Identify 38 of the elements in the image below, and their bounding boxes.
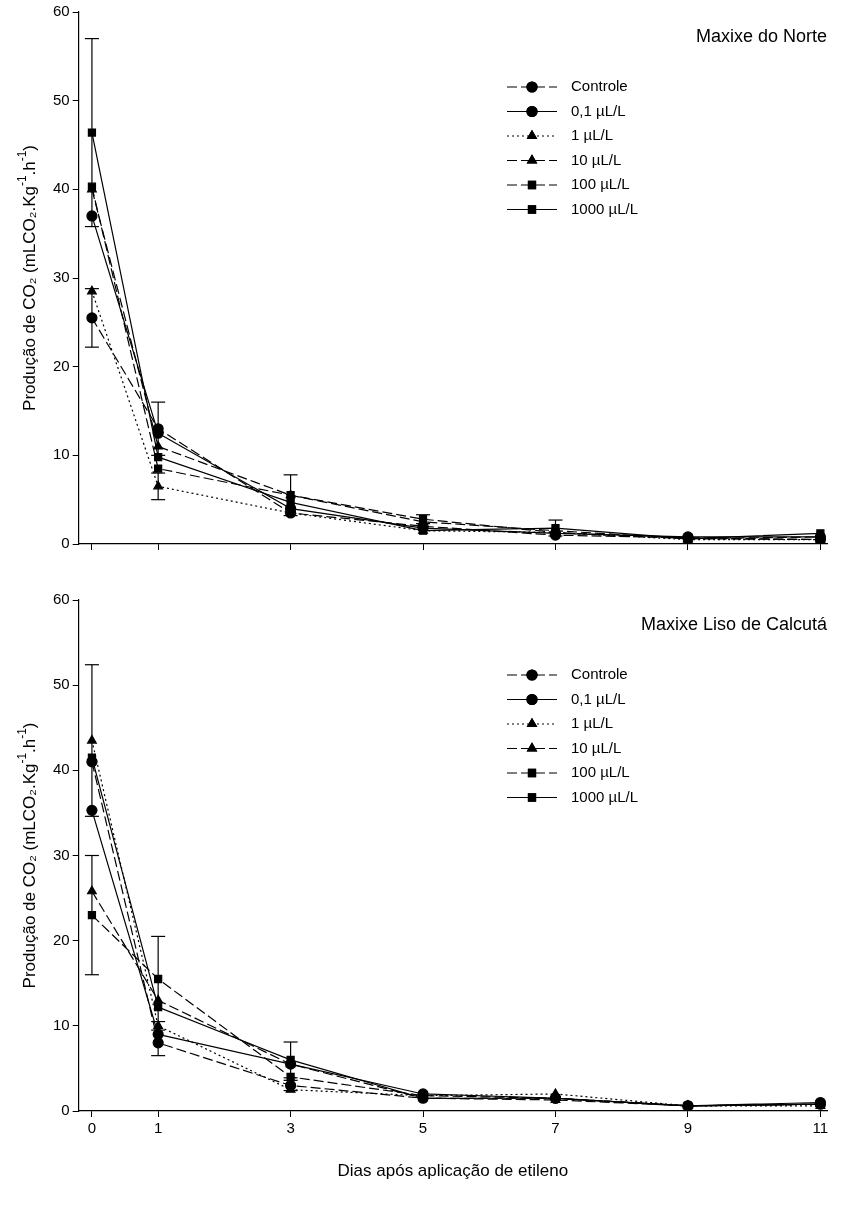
legend-label: 1 µL/L (571, 126, 614, 144)
x-tick-label: 5 (418, 1119, 428, 1137)
y-tick-label: 60 (53, 2, 70, 20)
x-tick-label: 0 (87, 1119, 97, 1137)
y-tick-label: 0 (61, 1101, 70, 1119)
y-axis-title: Produção de CO₂ (mLCO₂.Kg-1.h-1) (15, 145, 39, 411)
x-tick-label: 1 (153, 1119, 163, 1137)
y-tick-label: 20 (53, 356, 70, 374)
legend-label: 10 µL/L (571, 738, 622, 756)
y-tick-label: 40 (53, 760, 70, 778)
y-tick-label: 50 (53, 675, 70, 693)
y-axis-title: Produção de CO₂ (mLCO₂.Kg-1.h-1) (15, 722, 39, 989)
legend-label: 1 µL/L (571, 714, 614, 732)
y-tick-label: 60 (53, 590, 70, 608)
x-tick-label: 11 (812, 1119, 829, 1137)
y-tick-label: 0 (61, 534, 70, 552)
text: Maxixe Liso de Calcutá (640, 614, 828, 634)
legend-label: 100 µL/L (571, 175, 630, 193)
legend-label: 0,1 µL/L (571, 689, 626, 707)
legend-label: 100 µL/L (571, 763, 630, 781)
y-tick-label: 30 (53, 845, 70, 863)
y-tick-label: 30 (53, 268, 70, 286)
legend-label: 1000 µL/L (571, 787, 639, 805)
legend-label: 0,1 µL/L (571, 101, 626, 119)
legend-label: Controle (571, 77, 628, 95)
x-tick-label: 7 (551, 1119, 560, 1137)
y-tick-label: 20 (53, 930, 70, 948)
text: Maxixe do Norte (695, 26, 827, 46)
x-tick-label: 9 (683, 1119, 693, 1137)
y-tick-label: 50 (53, 90, 70, 108)
y-tick-label: 10 (53, 445, 70, 463)
y-tick-label: 40 (53, 179, 70, 197)
y-tick-label: 10 (53, 1015, 70, 1033)
legend-label: Controle (571, 665, 628, 683)
x-axis-title: Dias após aplicação de etileno (337, 1160, 569, 1180)
legend-label: 10 µL/L (571, 150, 622, 168)
legend-label: 1000 µL/L (571, 199, 639, 217)
x-tick-label: 3 (286, 1119, 295, 1137)
